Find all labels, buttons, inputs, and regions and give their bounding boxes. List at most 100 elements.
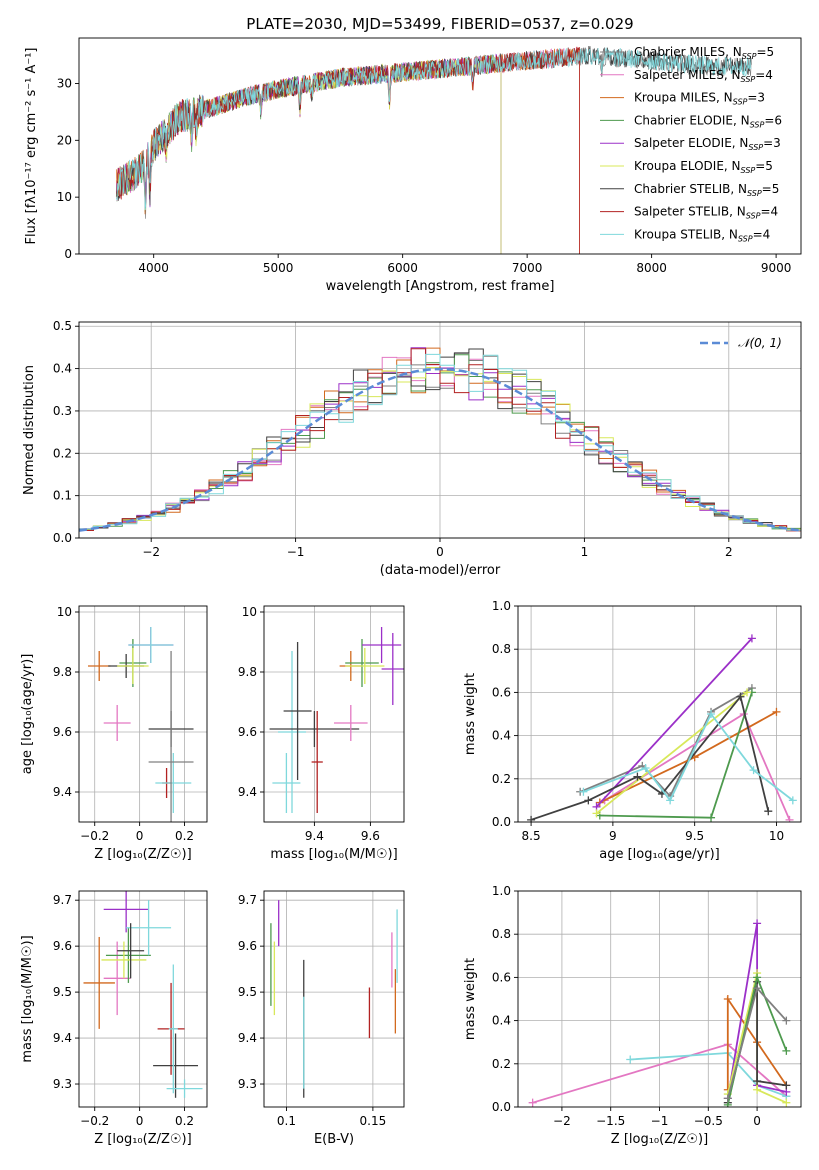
y-tick-label: 9.6	[53, 725, 72, 739]
y-tick-label: 9.3	[53, 1077, 72, 1091]
legend-subscript: SSP	[741, 166, 756, 175]
weight-line-2	[726, 996, 788, 1090]
y-tick-label: 0.2	[492, 772, 511, 786]
age_vs_mass-plot-area	[269, 627, 404, 813]
y-tick-label: 9.7	[53, 893, 72, 907]
legend-subscript: SSP	[733, 98, 748, 107]
x-tick-label: 0.2	[175, 1114, 194, 1128]
y-tick-label: 9.6	[53, 939, 72, 953]
y-tick-label: 0.6	[492, 685, 511, 699]
legend-subscript: SSP	[741, 75, 756, 84]
weight-marker	[753, 919, 762, 928]
weight-marker	[723, 995, 732, 1003]
x-axis-label: wavelength [Angstrom, rest frame]	[326, 279, 555, 294]
x-axis-label: mass [log₁₀(M/M☉)]	[270, 847, 397, 862]
y-tick-label: 0.4	[53, 362, 72, 376]
y-tick-label: 10	[57, 605, 72, 619]
weight-marker	[626, 1055, 635, 1064]
weight-marker	[592, 809, 601, 818]
x-tick-label: 10	[769, 829, 784, 843]
weight_vs_Z-plot-area	[528, 919, 791, 1107]
legend-text: Kroupa STELIB, N	[634, 227, 738, 241]
weight-marker	[788, 796, 797, 805]
y-tick-label: 0.0	[53, 531, 72, 545]
x-axis-label: Z [log₁₀(Z/Z☉)]	[611, 1132, 708, 1147]
x-tick-label: 8000	[636, 261, 667, 275]
weight_vs_age-plot-area	[527, 634, 797, 822]
legend-suffix: =4	[753, 227, 771, 241]
x-axis-label: age [log₁₀(age/yr)]	[599, 847, 720, 862]
y-tick-label: 9.5	[238, 985, 257, 999]
y-tick-label: 0.2	[53, 446, 72, 460]
weight-marker	[753, 973, 762, 982]
legend-text: Chabrier MILES, N	[634, 45, 742, 59]
x-tick-label: 7000	[512, 261, 543, 275]
weight-marker	[528, 1098, 537, 1107]
x-axis-label: (data-model)/error	[380, 563, 501, 578]
legend-label-8: Kroupa STELIB, NSSP=4	[634, 227, 770, 243]
x-tick-label: 9.4	[305, 829, 324, 843]
x-tick-label: −1.5	[596, 1114, 625, 1128]
legend-text: Kroupa MILES, N	[634, 91, 733, 105]
weight-line-6	[530, 694, 770, 821]
mass_vs_Z-plot-area	[83, 891, 203, 1098]
y-tick-label: 0.3	[53, 404, 72, 418]
weight-marker	[782, 1098, 791, 1107]
spectrum-frame	[78, 37, 802, 255]
x-tick-label: 0.2	[175, 829, 194, 843]
mass_vs_ebv-plot-area	[270, 900, 398, 1098]
y-tick-label: 1.0	[492, 884, 511, 898]
x-tick-label: 0.1	[277, 1114, 296, 1128]
spectrum-line-8	[115, 47, 752, 211]
age_vs_mass-frame	[263, 605, 405, 823]
y-axis-label: mass weight	[463, 673, 478, 755]
legend-text: Kroupa ELODIE, N	[634, 159, 741, 173]
x-tick-label: 0	[753, 1114, 761, 1128]
y-tick-label: 20	[57, 133, 72, 147]
y-tick-label: 10	[57, 190, 72, 204]
y-tick-label: 0.5	[53, 319, 72, 333]
weight-line-4	[595, 637, 753, 808]
legend-subscript: SSP	[750, 120, 765, 129]
y-tick-label: 9.4	[238, 1031, 257, 1045]
y-tick-label: 0.0	[492, 1100, 511, 1114]
legend-label-2: Kroupa MILES, NSSP=3	[634, 91, 765, 107]
legend-text: Salpeter ELODIE, N	[634, 136, 748, 150]
y-tick-label: 1.0	[492, 599, 511, 613]
x-tick-label: 2	[725, 545, 733, 559]
spectrum-axes: 4000 5000 6000 7000 8000 9000 0 10 20 30 wavelengt…	[24, 15, 802, 294]
x-tick-label: 8.5	[522, 829, 541, 843]
spectrum-plot-area	[115, 45, 752, 254]
legend-label-6: Chabrier STELIB, NSSP=5	[634, 182, 779, 198]
age_vs_Z-frame	[78, 605, 208, 823]
weight-marker	[782, 1081, 791, 1090]
weight-marker	[753, 1085, 762, 1094]
weight_vs_age-axes: 8.5 9 9.5 10 0.0 0.2 0.4 0.6 0.8 1.0 age [log₁₀(ag…	[463, 599, 802, 862]
y-tick-label: 9.6	[238, 725, 257, 739]
legend-suffix: =5	[756, 45, 774, 59]
weight-marker	[764, 807, 773, 816]
legend-label-3: Chabrier ELODIE, NSSP=6	[634, 113, 782, 129]
x-axis-label: E(B-V)	[314, 1132, 354, 1147]
y-axis-label: mass [log₁₀(M/M☉)]	[20, 935, 35, 1062]
y-tick-label: 0	[64, 247, 72, 261]
legend-subscript: SSP	[746, 212, 761, 221]
y-tick-label: 9.4	[53, 785, 72, 799]
legend-label-7: Salpeter STELIB, NSSP=4	[634, 205, 778, 221]
legend-suffix: =6	[764, 113, 782, 127]
normal-curve	[79, 367, 801, 532]
legend-text: Chabrier ELODIE, N	[634, 113, 750, 127]
weight-line-7	[583, 712, 794, 803]
legend-text: Salpeter MILES, N	[634, 68, 741, 82]
x-axis-label: Z [log₁₀(Z/Z☉)]	[94, 847, 191, 862]
y-tick-label: 0.8	[492, 927, 511, 941]
weight-line-0	[579, 687, 753, 798]
residuals-axes: −2 −1 0 1 2 0.0 0.1 0.2 0.3 0.4 0.5 (data-model)/er…	[22, 319, 802, 578]
chart-title: PLATE=2030, MJD=53499, FIBERID=0537, z=0…	[246, 15, 633, 33]
weight-line-1	[630, 1052, 787, 1098]
weight-marker	[743, 688, 752, 697]
x-tick-label: 0	[436, 545, 444, 559]
y-tick-label: 0.1	[53, 489, 72, 503]
y-tick-label: 9.5	[53, 985, 72, 999]
x-tick-label: 4000	[138, 261, 169, 275]
